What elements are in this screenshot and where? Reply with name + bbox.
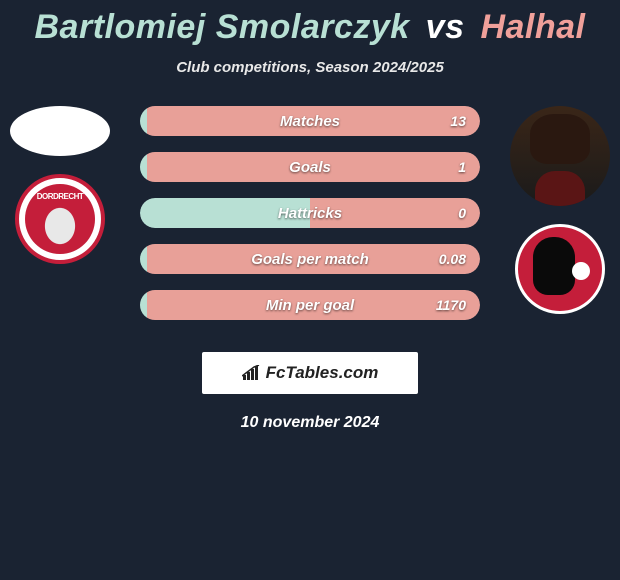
stat-row: Min per goal1170: [140, 290, 480, 320]
player1-name: Bartlomiej Smolarczyk: [35, 8, 410, 46]
stat-row: Goals per match0.08: [140, 244, 480, 274]
stat-value-right: 1170: [436, 297, 466, 313]
stat-row: Hattricks0: [140, 198, 480, 228]
player1-avatar: [10, 106, 110, 156]
subtitle: Club competitions, Season 2024/2025: [0, 59, 620, 76]
stat-row: Goals1: [140, 152, 480, 182]
date-text: 10 november 2024: [0, 414, 620, 432]
comparison-title: Bartlomiej Smolarczyk vs Halhal: [0, 0, 620, 47]
stat-value-right: 0: [458, 205, 466, 221]
chart-icon: [242, 365, 262, 381]
player2-club-logo: [515, 224, 605, 314]
stat-value-right: 13: [450, 113, 466, 129]
stat-label: Goals per match: [140, 251, 480, 268]
player1-club-logo: [15, 174, 105, 264]
brand-text: FcTables.com: [266, 363, 379, 383]
player2-avatar: [510, 106, 610, 206]
player2-name: Halhal: [480, 8, 585, 46]
stat-value-right: 1: [458, 159, 466, 175]
player2-column: [500, 106, 620, 314]
stat-row: Matches13: [140, 106, 480, 136]
stat-label: Matches: [140, 113, 480, 130]
stat-label: Goals: [140, 159, 480, 176]
stat-label: Hattricks: [140, 205, 480, 222]
comparison-chart: Matches13 Goals1 Hattricks0 Goals per match…: [0, 106, 620, 346]
stat-value-right: 0.08: [439, 251, 466, 267]
brand-badge: FcTables.com: [202, 352, 418, 394]
player1-column: [0, 106, 120, 264]
stat-bars: Matches13 Goals1 Hattricks0 Goals per match…: [140, 106, 480, 336]
vs-text: vs: [426, 8, 465, 46]
stat-label: Min per goal: [140, 297, 480, 314]
